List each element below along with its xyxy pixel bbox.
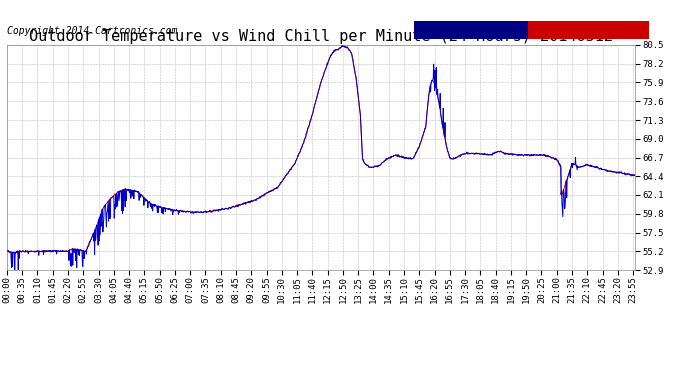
Text: Copyright 2014 Cartronics.com: Copyright 2014 Cartronics.com <box>7 26 177 36</box>
Title: Outdoor Temperature vs Wind Chill per Minute (24 Hours) 20140512: Outdoor Temperature vs Wind Chill per Mi… <box>29 29 613 44</box>
Text: Temperature  (°F): Temperature (°F) <box>546 26 631 34</box>
Text: Wind Chill  (°F): Wind Chill (°F) <box>431 26 511 34</box>
